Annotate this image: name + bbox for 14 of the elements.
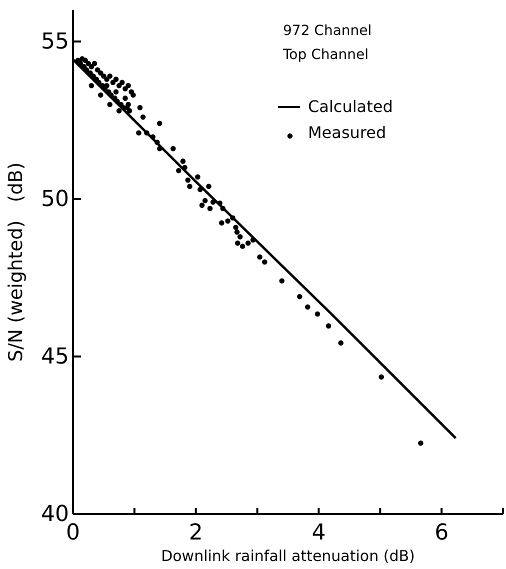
x-tick-label: 2 (188, 520, 203, 546)
y-tick-label: 45 (41, 344, 69, 370)
x-tick-label: 4 (312, 520, 326, 546)
y-tick-label: 55 (41, 30, 69, 55)
y-tick-label: 40 (41, 502, 69, 528)
annotation: 972 Channel (283, 23, 372, 39)
x-tick-label: 6 (434, 520, 449, 546)
y-tick-label: 50 (41, 187, 69, 212)
legend-label: Measured (308, 123, 386, 142)
y-axis-title: S/N (weighted) (dB) (5, 162, 27, 362)
x-axis-title: Downlink rainfall attenuation (dB) (161, 547, 415, 565)
legend-label: Calculated (308, 97, 393, 116)
x-tick-label: 0 (66, 520, 80, 546)
annotation: Top Channel (282, 47, 369, 63)
